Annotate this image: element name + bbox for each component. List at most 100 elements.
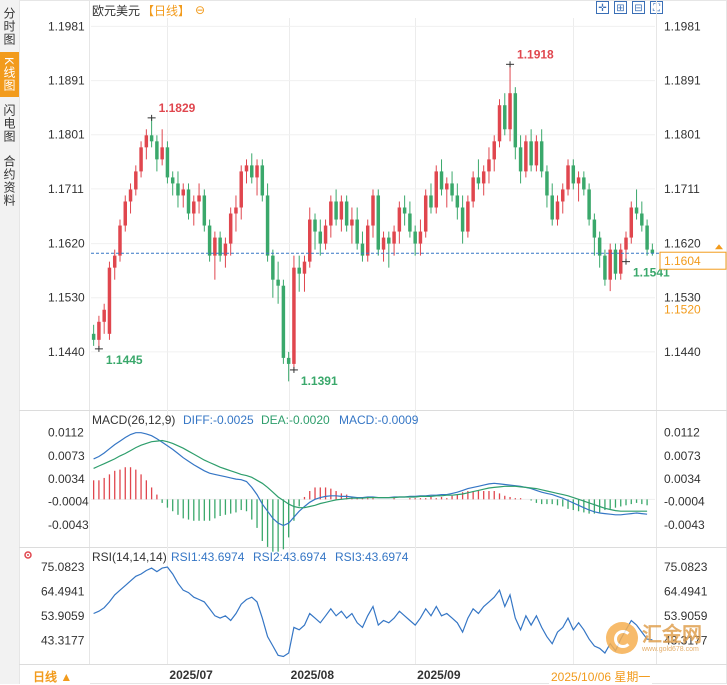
candle [445, 177, 449, 208]
candle [281, 279, 286, 364]
candle [97, 315, 101, 349]
candle-body [392, 231, 396, 244]
candle-body [634, 207, 639, 214]
sidebar-tab-0[interactable]: 分时图 [2, 6, 16, 46]
candle [234, 195, 238, 232]
candle [650, 243, 655, 256]
candle [381, 231, 386, 262]
candle [582, 171, 586, 196]
macd-tick-left: -0.0043 [48, 518, 89, 532]
macd-tick-right: 0.0073 [664, 449, 701, 463]
candle-body [524, 141, 528, 172]
candle [228, 207, 233, 256]
candle-body [239, 171, 243, 208]
candle-body [181, 189, 185, 196]
candle-body [603, 255, 607, 280]
candle-body [608, 249, 612, 280]
candle-body [134, 171, 138, 190]
candle-body [387, 237, 391, 244]
candle [334, 189, 338, 226]
period-button[interactable]: 日线 ▲ [33, 670, 73, 684]
candle-body [476, 177, 481, 184]
sidebar-tab-2[interactable]: 闪电图 [2, 104, 16, 143]
rsi-legend-item: RSI2:43.6974 [253, 550, 327, 564]
candle-body [250, 165, 254, 178]
price-tick-left: 1.1801 [48, 128, 85, 142]
extreme-label: 1.1445 [106, 353, 143, 367]
candle [497, 99, 502, 148]
candle-body [550, 195, 554, 220]
candle [413, 225, 417, 256]
candle [587, 183, 591, 226]
price-tick-right: 1.1891 [664, 74, 701, 88]
candle-body [286, 357, 291, 364]
candle [518, 135, 523, 184]
candle-body [308, 219, 312, 262]
candle [218, 231, 222, 262]
candle [181, 183, 185, 208]
candle-body [102, 309, 106, 322]
rsi-settings-icon [24, 551, 32, 559]
candle-body [255, 165, 259, 178]
candle [102, 303, 106, 334]
sidebar-tab-1[interactable]: K线图 [0, 52, 19, 97]
candle-body [450, 183, 454, 196]
candle-body [376, 195, 381, 250]
zoom-out-icon[interactable]: ⊟ [632, 1, 645, 14]
candle-body [223, 243, 228, 256]
zoom-in-icon[interactable]: ⊞ [614, 1, 627, 14]
candle-body [418, 231, 423, 244]
candle-body [582, 177, 586, 190]
candle [170, 171, 175, 196]
candle-body [128, 189, 133, 202]
rsi-tick-left: 75.0823 [41, 560, 85, 574]
candle [503, 93, 507, 136]
price-tick-left: 1.1891 [48, 74, 85, 88]
date-tick: 2025/09 [417, 668, 461, 682]
candle-body [207, 225, 212, 256]
candle-body [466, 201, 470, 232]
candle [539, 129, 544, 178]
zoom-circle-icon[interactable]: ⊖ [195, 3, 206, 17]
candle-body [292, 267, 296, 364]
candle [255, 159, 259, 196]
candle [603, 249, 607, 286]
candle [155, 135, 159, 172]
candle [508, 64, 512, 142]
candle [592, 213, 597, 256]
price-tick-right: 1.1530 [664, 291, 701, 305]
current-price-value: 1.1604 [664, 254, 701, 268]
candle [112, 249, 117, 280]
candle-body [503, 105, 507, 130]
candle [545, 165, 549, 208]
sidebar-tab-3[interactable]: 合约资料 [2, 155, 16, 207]
candle [292, 255, 296, 370]
chart-header: 欧元美元 【日线】 ⊖ [92, 2, 205, 18]
macd-tick-left: -0.0004 [48, 495, 89, 509]
candle-body [439, 171, 444, 190]
candle [524, 135, 528, 178]
macd-tick-right: 0.0034 [664, 472, 701, 486]
candle [455, 183, 460, 220]
candle-body [455, 195, 460, 208]
candle [597, 231, 602, 268]
candle [555, 195, 560, 226]
candle-body [487, 159, 491, 172]
watermark: 汇金网 www.gold678.com [606, 622, 702, 654]
candle-body [481, 171, 486, 184]
crosshair-icon[interactable]: ✛ [596, 1, 609, 14]
candle [107, 261, 112, 340]
candle-body [339, 201, 344, 220]
candle [640, 201, 644, 232]
candle [134, 165, 138, 196]
date-tick: 2025/07 [169, 668, 213, 682]
period-label[interactable]: 【日线】 [142, 3, 191, 18]
watermark-text: 汇金网 [642, 623, 702, 646]
candle-body [513, 93, 518, 148]
candle-body [123, 201, 128, 226]
candle-body [518, 147, 523, 172]
candle-body [397, 207, 402, 232]
symbol-title: 欧元美元 [92, 3, 141, 18]
candle-body [360, 243, 365, 256]
candle-body [139, 147, 143, 172]
